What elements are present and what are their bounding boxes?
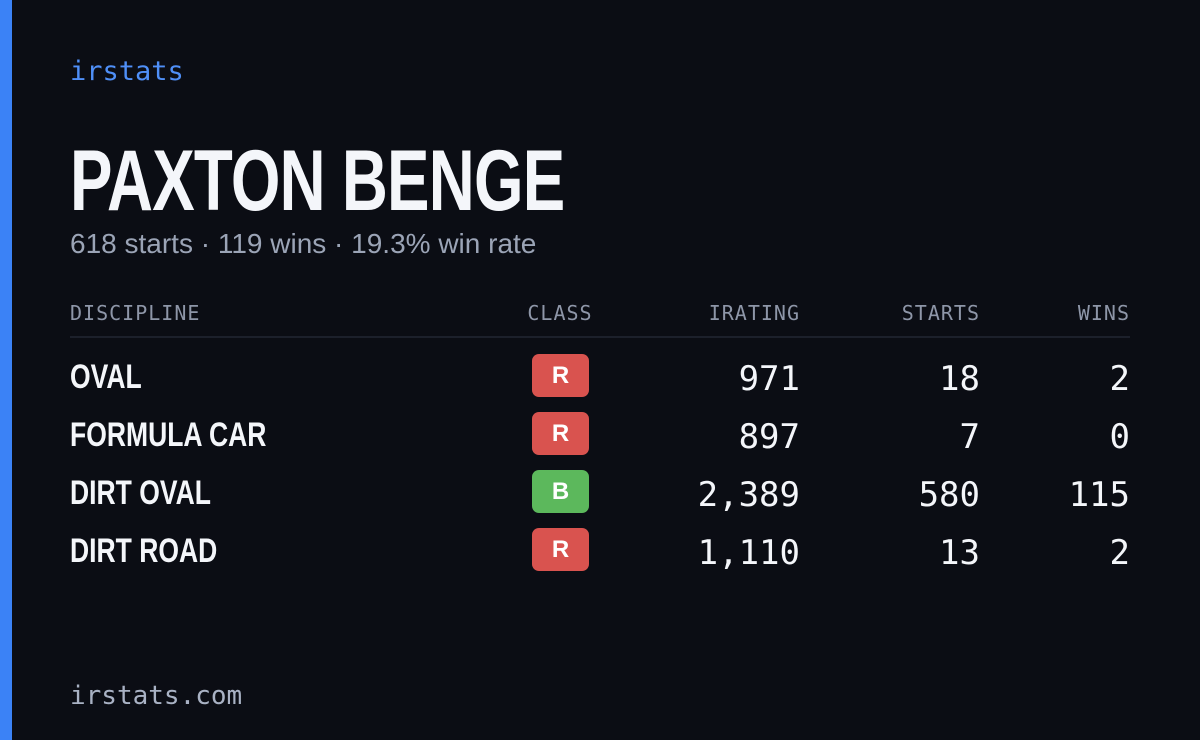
starts: 18 bbox=[939, 359, 980, 399]
class-badge: R bbox=[532, 354, 589, 397]
player-name: PAXTON BENGE bbox=[70, 133, 565, 229]
irating: 971 bbox=[738, 359, 800, 399]
column-header: WINS bbox=[1077, 301, 1130, 325]
column-header: STARTS bbox=[901, 301, 980, 325]
wins: 0 bbox=[1109, 417, 1130, 457]
wins: 2 bbox=[1109, 359, 1130, 399]
irating: 2,389 bbox=[697, 475, 800, 515]
class-badge: B bbox=[532, 470, 589, 513]
summary: 618 starts · 119 wins · 19.3% win rate bbox=[70, 228, 537, 259]
wins: 115 bbox=[1068, 475, 1130, 515]
footer: irstats.com bbox=[70, 681, 243, 711]
discipline: OVAL bbox=[70, 358, 142, 396]
accent-bar bbox=[0, 0, 12, 740]
column-header: DISCIPLINE bbox=[70, 301, 201, 325]
discipline: DIRT ROAD bbox=[70, 532, 218, 570]
starts: 13 bbox=[939, 533, 980, 573]
discipline: DIRT OVAL bbox=[70, 474, 211, 512]
brand: irstats bbox=[70, 56, 184, 87]
class-badge: R bbox=[532, 528, 589, 571]
wins: 2 bbox=[1109, 533, 1130, 573]
divider bbox=[70, 336, 1130, 338]
irating: 1,110 bbox=[697, 533, 800, 573]
discipline: FORMULA CAR bbox=[70, 416, 267, 454]
column-header: IRATING bbox=[708, 301, 800, 325]
starts: 580 bbox=[918, 475, 980, 515]
column-header: CLASS bbox=[527, 301, 593, 325]
starts: 7 bbox=[959, 417, 980, 457]
irating: 897 bbox=[738, 417, 800, 457]
class-badge: R bbox=[532, 412, 589, 455]
